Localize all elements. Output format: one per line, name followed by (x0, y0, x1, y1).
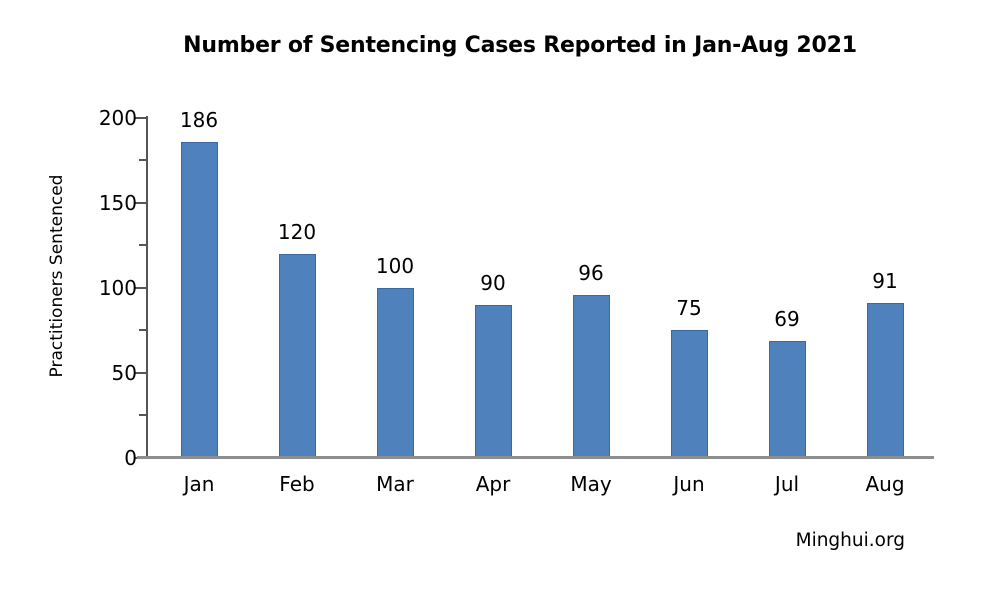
x-tick-label-jan: Jan (183, 472, 215, 496)
y-tick-label: 200 (98, 106, 137, 130)
y-major-tick (135, 372, 146, 374)
bar-value-label: 69 (774, 307, 800, 331)
y-minor-tick (139, 414, 146, 416)
source-watermark: Minghui.org (795, 530, 905, 551)
x-tick-label-jul: Jul (774, 472, 800, 496)
x-tick-label-apr: Apr (475, 472, 511, 496)
bar-jan (180, 142, 218, 458)
bar-jun (670, 330, 708, 458)
x-tick-label-aug: Aug (865, 472, 905, 496)
y-tick-label: 50 (111, 361, 137, 385)
y-axis-line (146, 116, 148, 459)
x-tick-label-jun: Jun (673, 472, 705, 496)
bar-mar (376, 288, 414, 458)
bar-feb (278, 254, 316, 458)
bar-value-label: 120 (277, 220, 317, 244)
y-major-tick (135, 202, 146, 204)
bar-value-label: 100 (375, 254, 415, 278)
bar-value-label: 90 (480, 271, 506, 295)
y-minor-tick (139, 329, 146, 331)
x-tick-label-feb: Feb (279, 472, 315, 496)
y-minor-tick (139, 244, 146, 246)
bar-value-label: 96 (578, 261, 604, 285)
x-axis-baseline (137, 456, 934, 459)
bar-value-label: 91 (872, 269, 898, 293)
x-tick-label-mar: Mar (376, 472, 414, 496)
y-tick-label: 150 (98, 191, 137, 215)
y-tick-label: 0 (124, 446, 137, 470)
bar-value-label: 75 (676, 296, 702, 320)
y-major-tick (135, 117, 146, 119)
chart-title: Number of Sentencing Cases Reported in J… (183, 33, 857, 58)
bar-value-label: 186 (179, 108, 219, 132)
bar-apr (474, 305, 512, 458)
y-minor-tick (139, 159, 146, 161)
x-tick-label-may: May (570, 472, 612, 496)
bar-aug (866, 303, 904, 458)
bar-may (572, 295, 610, 458)
y-tick-label: 100 (98, 276, 137, 300)
bar-jul (768, 341, 806, 458)
y-major-tick (135, 287, 146, 289)
